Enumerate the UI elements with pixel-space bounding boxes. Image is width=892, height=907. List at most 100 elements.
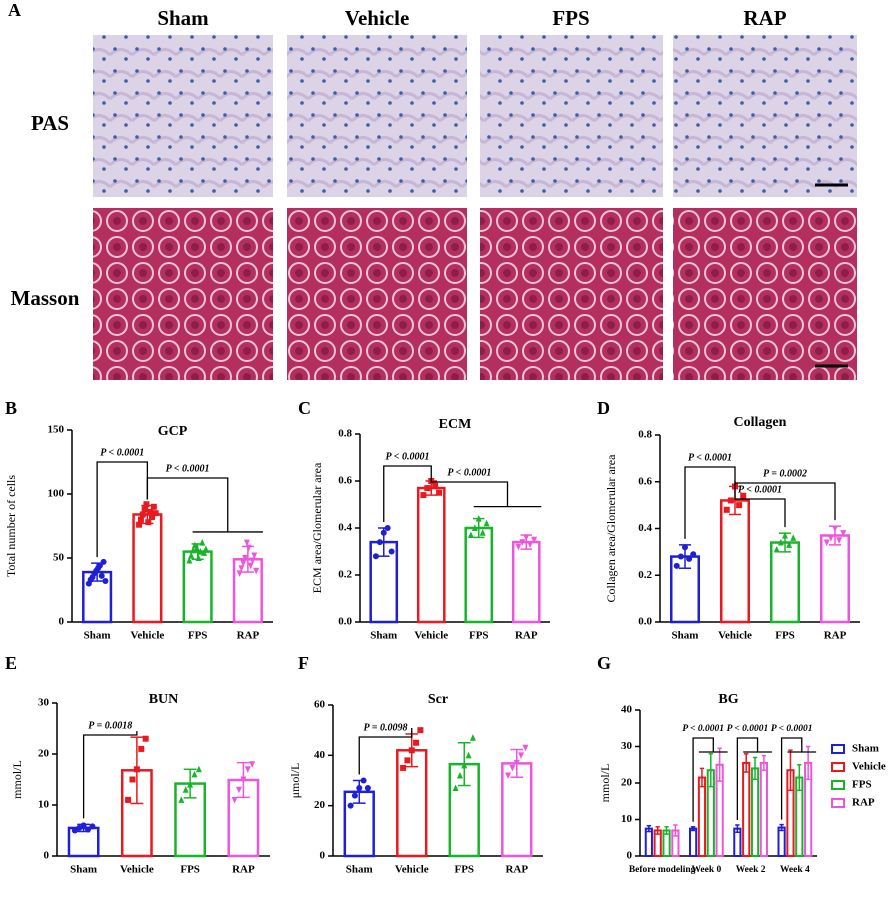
data-point (519, 539, 526, 546)
data-point (479, 529, 486, 536)
significance-label: P < 0.0001 (738, 484, 782, 495)
data-point (527, 541, 534, 549)
y-axis-label: μmol/L (288, 763, 302, 799)
data-point (202, 545, 209, 553)
row-label: Masson (11, 286, 80, 310)
pas-image (93, 35, 273, 197)
panel-letter: G (597, 653, 611, 673)
data-point (736, 502, 743, 509)
data-point (531, 536, 538, 544)
y-tick-label: 40 (621, 704, 633, 716)
y-tick-label: 0 (627, 850, 633, 862)
bar (777, 826, 786, 858)
bar (820, 534, 850, 624)
column-header: RAP (743, 6, 786, 30)
y-tick-label: 30 (38, 697, 50, 709)
y-tick-label: 50 (53, 552, 65, 564)
x-tick-label: FPS (454, 864, 474, 876)
panel-letter: C (298, 398, 311, 418)
data-point (690, 551, 697, 558)
bar (697, 776, 707, 858)
x-tick-label: RAP (232, 864, 255, 876)
x-tick-label: RAP (515, 630, 538, 642)
data-point (186, 556, 193, 564)
data-point (840, 530, 847, 537)
data-point (404, 757, 411, 764)
data-point (682, 544, 688, 551)
data-point (372, 553, 379, 560)
data-point (238, 565, 245, 572)
data-point (191, 770, 198, 778)
data-point (147, 508, 154, 515)
bar (742, 761, 751, 857)
y-tick-label: 0 (320, 850, 326, 862)
y-tick-label: 10 (621, 813, 633, 825)
data-point (376, 539, 383, 546)
data-point (142, 735, 149, 742)
bar (132, 513, 163, 624)
x-tick-label: FPS (775, 630, 795, 642)
significance-bracket (358, 727, 413, 775)
data-point (471, 524, 478, 531)
y-tick-label: 0 (59, 616, 65, 628)
chart-title: GCP (158, 424, 188, 439)
x-tick-label: Sham (346, 864, 373, 876)
data-point (456, 771, 463, 779)
data-point (777, 538, 784, 546)
data-point (195, 765, 202, 773)
data-point (193, 544, 200, 551)
x-tick-label: Vehicle (414, 630, 448, 642)
significance-label: P < 0.0001 (386, 451, 430, 462)
significance-bracket (736, 737, 759, 820)
data-point (790, 534, 797, 541)
significance-bracket (82, 731, 138, 819)
data-point (247, 562, 254, 570)
bar (689, 827, 698, 857)
data-point (465, 751, 472, 759)
data-point (188, 551, 195, 559)
x-tick-label: Before modeling (629, 865, 696, 875)
data-point (832, 525, 838, 533)
data-point (673, 562, 680, 569)
panel-letter: E (5, 653, 17, 673)
data-point (483, 519, 490, 527)
data-point (523, 534, 530, 541)
data-point (364, 785, 371, 792)
masson-image (287, 208, 467, 380)
y-tick-label: 20 (314, 799, 326, 811)
significance-label: P < 0.0001 (688, 452, 732, 463)
data-point (518, 752, 525, 759)
data-point (351, 792, 358, 799)
significance-label: P < 0.0001 (771, 724, 813, 734)
data-point (356, 785, 363, 792)
bar (416, 486, 446, 624)
x-tick-label: Vehicle (395, 864, 429, 876)
data-point (740, 492, 747, 499)
panel-letter: F (298, 653, 309, 673)
data-point (505, 772, 512, 780)
data-point (139, 511, 146, 518)
y-axis-label: mmol/L (10, 760, 24, 799)
data-point (420, 492, 427, 499)
data-point (187, 781, 194, 788)
data-point (408, 747, 415, 754)
data-point (89, 823, 96, 830)
x-tick-label: Week 0 (691, 865, 721, 875)
legend-label: Sham (852, 743, 879, 755)
data-point (513, 759, 520, 767)
data-point (141, 506, 148, 513)
column-header: Sham (157, 6, 209, 30)
legend-swatch (831, 780, 845, 790)
column-header: FPS (552, 6, 589, 30)
y-tick-label: 0.4 (338, 522, 352, 534)
data-point (80, 822, 87, 829)
data-point (249, 557, 256, 565)
x-tick-label: FPS (188, 630, 208, 642)
x-tick-label: Sham (370, 630, 397, 642)
y-axis-label: mmol/L (598, 764, 612, 803)
data-point (148, 514, 155, 521)
masson-image (480, 208, 663, 380)
data-point (432, 482, 439, 489)
y-axis-label: ECM area/Glomerular area (310, 462, 324, 593)
data-point (723, 506, 730, 513)
